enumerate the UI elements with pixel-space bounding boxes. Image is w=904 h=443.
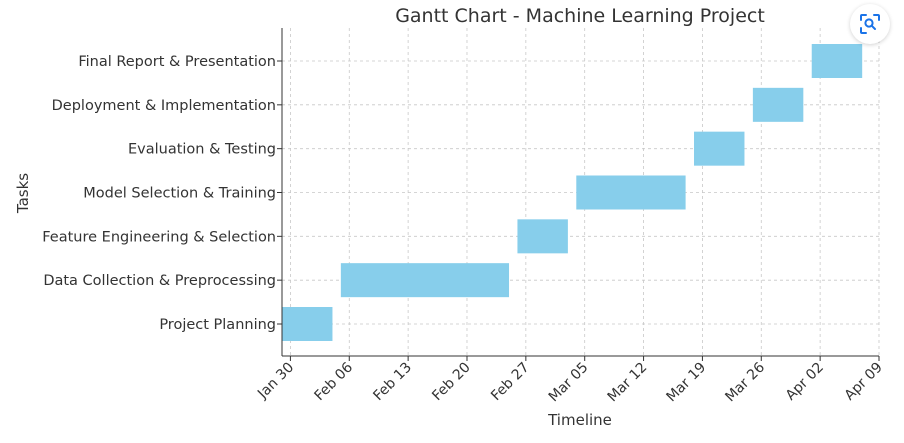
y-tick-label: Data Collection & Preprocessing <box>43 273 276 289</box>
task-bar <box>517 219 568 254</box>
x-tick-label: Jan 30 <box>254 360 297 403</box>
y-tick-label: Final Report & Presentation <box>78 54 276 70</box>
lens-icon <box>860 14 880 34</box>
chart-title: Gantt Chart - Machine Learning Project <box>395 5 765 27</box>
y-tick-label: Project Planning <box>159 317 276 333</box>
y-axis-label: Tasks <box>14 173 32 214</box>
x-tick-label: Mar 26 <box>722 359 768 405</box>
task-bar <box>752 87 804 122</box>
y-tick-labels: Project Planning Data Collection & Prepro… <box>42 54 276 333</box>
y-tick-label: Deployment & Implementation <box>52 98 276 114</box>
task-bar <box>576 175 686 210</box>
x-tick-labels: Jan 30 Feb 06 Feb 13 Feb 20 Feb 27 Mar 05 Mar … <box>254 359 886 405</box>
x-tick-label: Feb 20 <box>429 360 474 405</box>
task-bar <box>811 44 863 78</box>
x-axis-label: Timeline <box>547 411 612 429</box>
x-tick-label: Feb 27 <box>488 360 533 405</box>
task-bars <box>282 44 863 341</box>
x-tick-label: Mar 19 <box>664 360 710 406</box>
y-tick-label: Evaluation & Testing <box>128 142 276 158</box>
x-tick-label: Apr 02 <box>783 360 827 404</box>
x-tick-label: Apr 09 <box>842 360 886 404</box>
task-bar <box>694 131 745 166</box>
task-bar <box>282 307 333 341</box>
x-tick-label: Feb 06 <box>312 359 357 404</box>
axes <box>277 28 880 361</box>
y-tick-label: Model Selection & Training <box>83 186 276 202</box>
x-tick-label: Mar 05 <box>546 360 592 406</box>
lens-search-button[interactable] <box>850 4 890 44</box>
y-tick-label: Feature Engineering & Selection <box>42 229 276 245</box>
x-tick-label: Feb 13 <box>370 360 415 405</box>
x-tick-label: Mar 12 <box>605 360 651 406</box>
task-bar <box>340 263 510 298</box>
